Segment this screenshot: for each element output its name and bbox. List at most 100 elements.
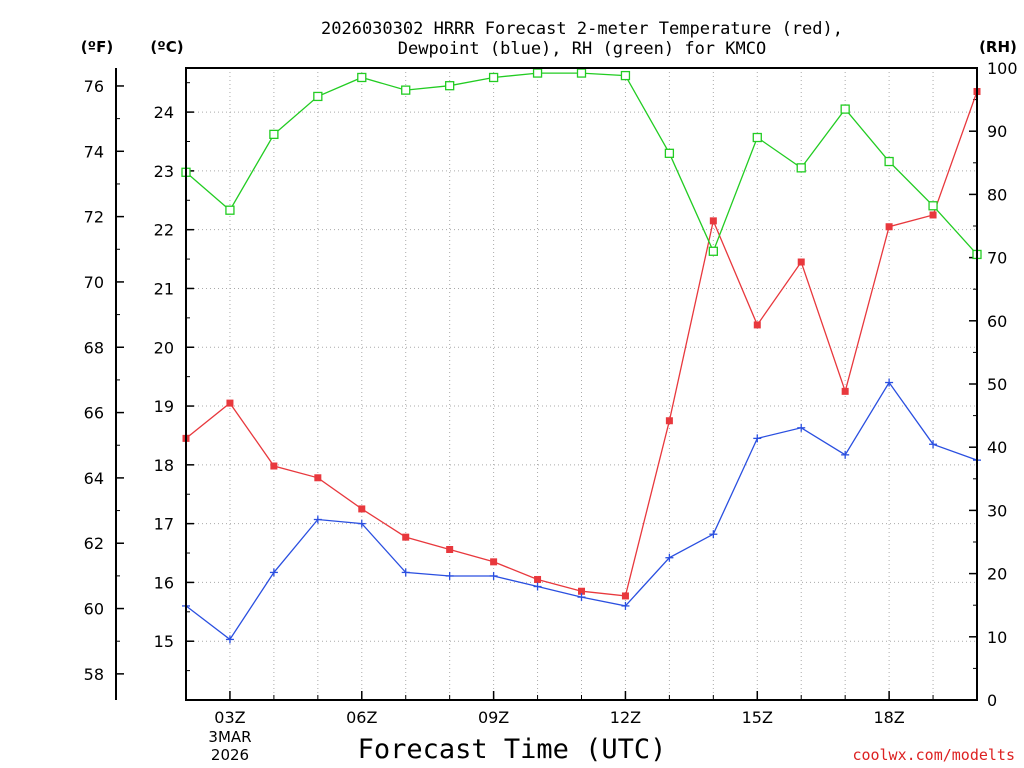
rh-tick-label: 50 (987, 375, 1007, 394)
temperature-point (314, 474, 322, 482)
x-tick-label: 06Z (346, 708, 377, 727)
fahrenheit-tick-label: 62 (84, 534, 104, 553)
fahrenheit-axis: 58 60 62 64 66 68 70 72 74 76 (84, 68, 124, 700)
temperature-point (226, 399, 234, 407)
dewpoint-point (577, 593, 586, 602)
celsius-tick-label: 17 (154, 515, 174, 534)
temperature-point (446, 545, 454, 553)
celsius-tick-label: 22 (154, 221, 174, 240)
celsius-tick-label: 20 (154, 338, 174, 357)
fahrenheit-tick-label: 76 (84, 77, 104, 96)
temperature-point (929, 211, 937, 219)
dewpoint-point (225, 635, 234, 644)
fahrenheit-tick-label: 68 (84, 338, 104, 357)
rh-point (928, 201, 938, 211)
fahrenheit-tick-label: 72 (84, 208, 104, 227)
celsius-axis: 15 16 17 18 19 20 21 22 23 24 (154, 82, 194, 672)
series-layer (181, 68, 982, 644)
dewpoint-point (665, 553, 674, 562)
dewpoint-point (269, 568, 278, 577)
dewpoint-point (841, 450, 850, 459)
temperature-point (797, 258, 805, 266)
temperature-point (709, 217, 717, 225)
rh-axis: 0 10 20 30 40 50 60 70 80 90 100 (969, 59, 1018, 710)
fahrenheit-tick-label: 64 (84, 469, 104, 488)
celsius-axis-label: (ºC) (150, 38, 183, 56)
rh-tick-label: 20 (987, 565, 1007, 584)
celsius-tick-label: 23 (154, 162, 174, 181)
rh-tick-label: 100 (987, 59, 1018, 78)
rh-point (840, 104, 850, 114)
credit-text: coolwx.com/modelts (852, 746, 1015, 764)
dewpoint-point (357, 519, 366, 528)
rh-tick-label: 40 (987, 438, 1007, 457)
date-label-month: 3MAR (208, 728, 251, 746)
rh-tick-label: 90 (987, 122, 1007, 141)
temperature-point (358, 505, 366, 513)
x-axis-title: Forecast Time (UTC) (358, 734, 667, 765)
rh-tick-label: 70 (987, 249, 1007, 268)
dewpoint-point (533, 582, 542, 591)
rh-point (576, 68, 587, 78)
celsius-tick-label: 21 (154, 279, 174, 298)
grid-lines (186, 68, 977, 700)
fahrenheit-tick-label: 70 (84, 273, 104, 292)
dewpoint-point (445, 571, 454, 580)
rh-point (796, 163, 806, 173)
dewpoint-point (313, 515, 322, 524)
rh-point (708, 246, 718, 256)
date-label-year: 2026 (211, 746, 249, 764)
temperature-point (490, 558, 498, 566)
dewpoint-point (621, 601, 630, 610)
temperature-point (402, 533, 410, 541)
temperature-point (578, 587, 585, 595)
fahrenheit-axis-label: (ºF) (81, 38, 113, 56)
x-tick-label: 15Z (742, 708, 773, 727)
temperature-point (534, 575, 542, 583)
rh-point (401, 85, 411, 95)
rh-point (488, 72, 499, 83)
rh-point (620, 70, 631, 81)
x-tick-label: 03Z (214, 708, 245, 727)
dewpoint-point (885, 378, 894, 387)
dewpoint-point (797, 423, 806, 432)
temperature-point (665, 417, 673, 425)
rh-tick-label: 80 (987, 185, 1007, 204)
rh-point (884, 156, 894, 167)
dewpoint-point (489, 571, 498, 580)
fahrenheit-tick-label: 60 (84, 600, 104, 619)
celsius-tick-label: 19 (154, 397, 174, 416)
rh-point (357, 72, 367, 83)
chart-title-line2: Dewpoint (blue), RH (green) for KMCO (398, 39, 766, 59)
fahrenheit-tick-label: 58 (84, 665, 104, 684)
rh-point (664, 148, 675, 158)
x-tick-label: 18Z (873, 708, 904, 727)
celsius-tick-label: 24 (154, 103, 174, 122)
rh-tick-label: 60 (987, 312, 1007, 331)
x-tick-label: 12Z (610, 708, 641, 727)
x-axis: 03Z 06Z 09Z 12Z 15Z 18Z (214, 691, 934, 727)
plot-frame (185, 67, 978, 701)
temperature-point (270, 462, 278, 470)
celsius-tick-label: 15 (154, 632, 174, 651)
temperature-point (841, 387, 849, 395)
rh-axis-label: (RH) (979, 38, 1017, 56)
x-tick-label: 09Z (478, 708, 509, 727)
rh-point (532, 68, 543, 78)
celsius-tick-label: 16 (154, 573, 174, 592)
dewpoint-point (929, 440, 938, 449)
rh-tick-label: 30 (987, 501, 1007, 520)
temperature-point (621, 592, 629, 600)
dewpoint-point (753, 434, 762, 443)
rh-tick-label: 0 (987, 691, 997, 710)
fahrenheit-tick-label: 66 (84, 404, 104, 423)
rh-point (225, 205, 235, 215)
celsius-tick-label: 18 (154, 456, 174, 475)
rh-tick-label: 10 (987, 628, 1007, 647)
rh-point (313, 91, 323, 102)
rh-point (445, 81, 455, 91)
temperature-point (885, 223, 893, 231)
temperature-point (753, 321, 761, 329)
fahrenheit-tick-label: 74 (84, 142, 104, 161)
